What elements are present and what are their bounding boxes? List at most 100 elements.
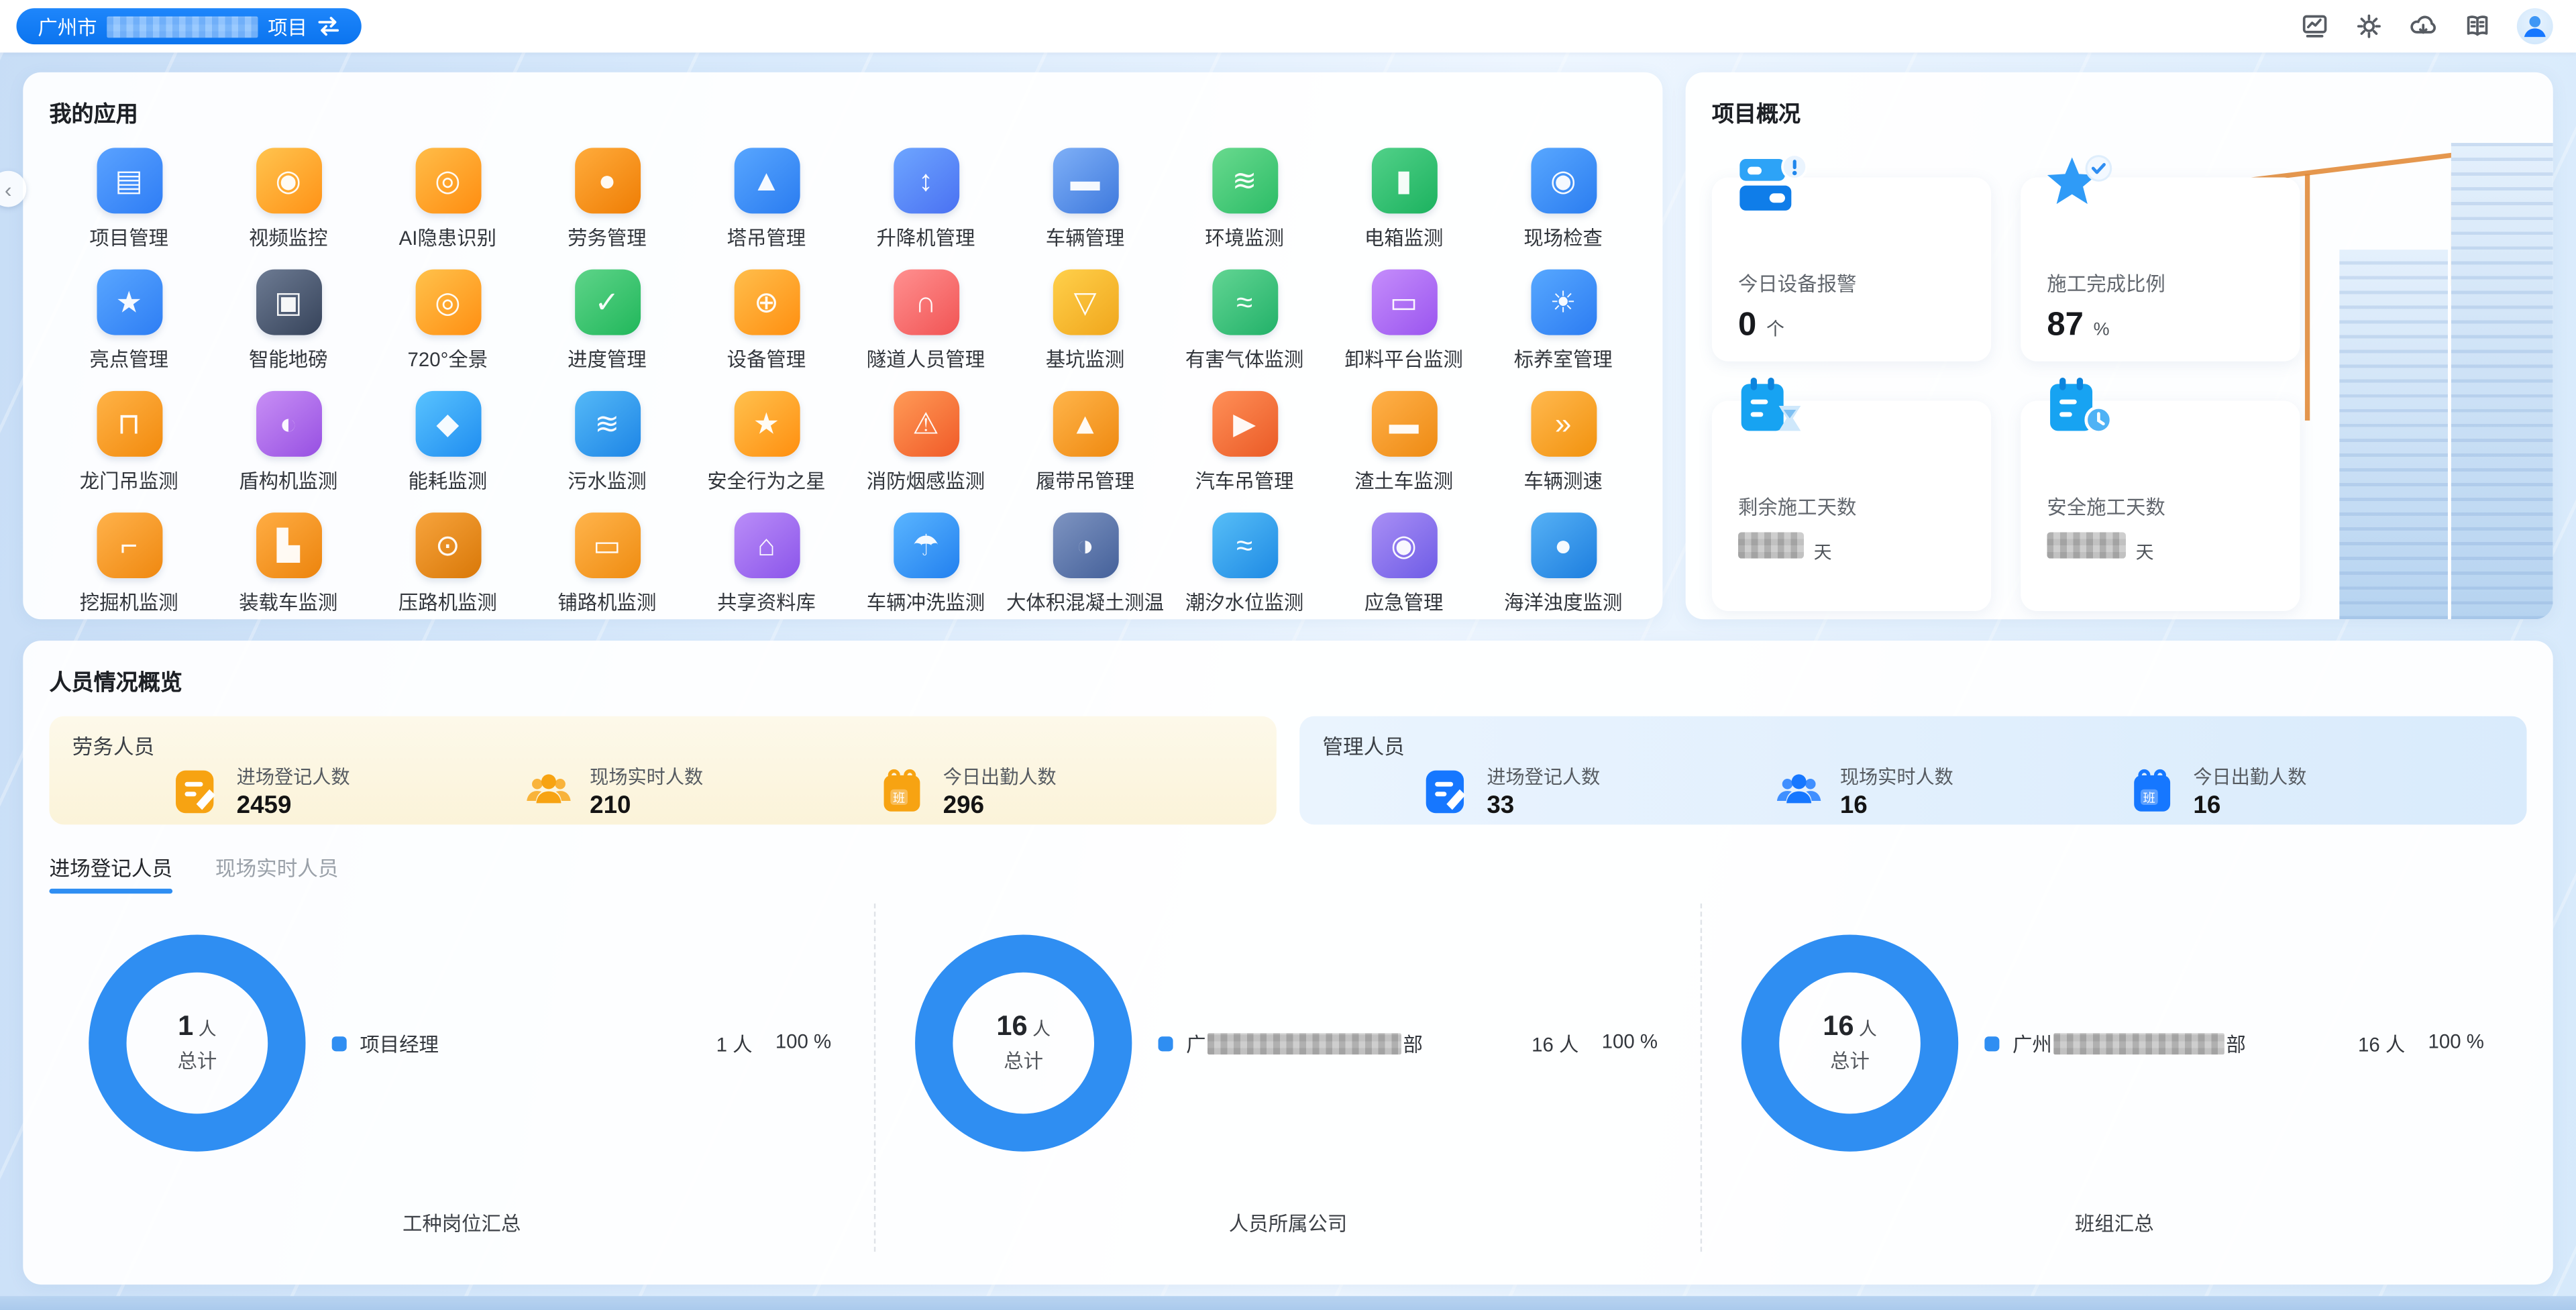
app-icon: ▙ <box>255 512 321 579</box>
app-icon: ▲ <box>1052 390 1118 457</box>
overview-stat-icon <box>2044 151 2116 217</box>
app-shortcut[interactable]: ☀ 标养室管理 <box>1483 269 1643 378</box>
app-shortcut[interactable]: ◑ 大体积混凝土测温 <box>1006 512 1165 619</box>
app-icon-glyph: ◉ <box>275 164 302 197</box>
svg-text:班: 班 <box>893 790 905 804</box>
overview-stat-card: 施工完成比例 87 % <box>2021 155 2300 362</box>
app-icon: ⌐ <box>96 512 162 579</box>
app-icon: ↕ <box>893 148 959 214</box>
user-avatar[interactable] <box>2516 8 2553 45</box>
app-shortcut[interactable]: ⌂ 共享资料库 <box>687 512 847 619</box>
app-shortcut[interactable]: ▲ 塔吊管理 <box>687 148 847 256</box>
app-shortcut[interactable]: ★ 亮点管理 <box>49 269 209 378</box>
chart-caption: 班组汇总 <box>2075 1212 2154 1236</box>
settings-gear-icon[interactable] <box>2354 11 2383 41</box>
app-shortcut[interactable]: ◉ 应急管理 <box>1324 512 1484 619</box>
app-icon-glyph: ↕ <box>918 164 934 197</box>
app-shortcut[interactable]: ≈ 潮汐水位监测 <box>1165 512 1324 619</box>
app-shortcut[interactable]: ∩ 隧道人员管理 <box>846 269 1006 378</box>
app-shortcut[interactable]: ⌐ 挖掘机监测 <box>49 512 209 619</box>
app-icon: ◎ <box>415 148 481 214</box>
app-icon: ◆ <box>415 390 481 457</box>
personnel-tab[interactable]: 进场登记人员 <box>49 851 173 894</box>
app-shortcut[interactable]: ▬ 渣土车监测 <box>1324 390 1484 500</box>
personnel-title: 人员情况概览 <box>49 670 182 695</box>
cloud-download-icon[interactable] <box>2408 11 2438 41</box>
project-switcher-pill[interactable]: 广州市 项目 <box>16 8 362 45</box>
app-shortcut[interactable]: ◐ 盾构机监测 <box>209 390 368 500</box>
app-shortcut[interactable]: ↕ 升降机管理 <box>846 148 1006 256</box>
app-shortcut[interactable]: ≋ 污水监测 <box>527 390 687 500</box>
app-shortcut[interactable]: ▭ 卸料平台监测 <box>1324 269 1484 378</box>
app-label: 有害气体监测 <box>1185 348 1304 372</box>
donut-total-unit: 人 <box>1032 1020 1051 1040</box>
legend-bullet <box>1984 1036 2000 1051</box>
donut-legend-row: 广州部 16 人 100 % <box>1984 1029 2526 1057</box>
app-shortcut[interactable]: ▽ 基坑监测 <box>1006 269 1165 378</box>
app-shortcut[interactable]: ▣ 智能地磅 <box>209 269 368 378</box>
app-icon-glyph: ▮ <box>1395 164 1412 197</box>
app-icon-glyph: ⌂ <box>757 529 775 562</box>
app-icon: ▭ <box>574 512 640 579</box>
personnel-stat: 现场实时人数 210 <box>524 764 703 818</box>
overview-stat-value <box>1738 532 1804 559</box>
app-shortcut[interactable]: ▭ 铺路机监测 <box>527 512 687 619</box>
donut-chart-block: 16 人 总计 广部 16 人 100 % 人员所属公司 <box>875 903 1703 1252</box>
app-shortcut[interactable]: ● 劳务管理 <box>527 148 687 256</box>
app-shortcut[interactable]: ⊕ 设备管理 <box>687 269 847 378</box>
personnel-tab[interactable]: 现场实时人员 <box>215 857 339 881</box>
donut-legend-row: 广部 16 人 100 % <box>1158 1029 1701 1057</box>
overview-stat-label: 施工完成比例 <box>2047 272 2165 296</box>
personnel-stat-icon <box>171 766 220 815</box>
personnel-group-stats: 进场登记人数 2459 现场实时人数 210 班 今日出勤人数 296 <box>72 761 1254 818</box>
app-label: 设备管理 <box>727 348 806 372</box>
donut-total-label: 总计 <box>1830 1049 1870 1073</box>
app-shortcut[interactable]: ◎ 720°全景 <box>368 269 528 378</box>
app-shortcut[interactable]: ▤ 项目管理 <box>49 148 209 256</box>
app-shortcut[interactable]: ▶ 汽车吊管理 <box>1165 390 1324 500</box>
legend-count: 16 人 <box>1532 1032 1579 1056</box>
app-shortcut[interactable]: ≋ 环境监测 <box>1165 148 1324 256</box>
personnel-stat-value: 210 <box>590 792 631 820</box>
app-shortcut[interactable]: ▮ 电箱监测 <box>1324 148 1484 256</box>
monitor-chart-icon[interactable] <box>2300 11 2330 41</box>
manual-book-icon[interactable] <box>2463 11 2492 41</box>
app-shortcut[interactable]: ✓ 进度管理 <box>527 269 687 378</box>
app-icon-glyph: ▽ <box>1073 286 1097 319</box>
donut-total-value: 1 <box>178 1010 194 1042</box>
app-shortcut[interactable]: ◉ 现场检查 <box>1483 148 1643 256</box>
legend-name: 广部 <box>1186 1032 1423 1056</box>
app-label: 压路机监测 <box>398 591 497 614</box>
app-label: 污水监测 <box>568 470 647 493</box>
app-shortcut[interactable]: » 车辆测速 <box>1483 390 1643 500</box>
app-shortcut[interactable]: ◆ 能耗监测 <box>368 390 528 500</box>
app-label: 环境监测 <box>1205 226 1284 250</box>
app-shortcut[interactable]: ◉ 视频监控 <box>209 148 368 256</box>
app-icon: ★ <box>733 390 800 457</box>
app-shortcut[interactable]: ▙ 装载车监测 <box>209 512 368 619</box>
bottom-strip <box>0 1296 2576 1310</box>
app-label: 升降机管理 <box>876 226 975 250</box>
app-shortcut[interactable]: ★ 安全行为之星 <box>687 390 847 500</box>
app-shortcut[interactable]: ⊙ 压路机监测 <box>368 512 528 619</box>
app-shortcut[interactable]: ▬ 车辆管理 <box>1006 148 1165 256</box>
personnel-stat: 进场登记人数 33 <box>1421 764 1600 818</box>
app-icon: ⊕ <box>733 269 800 335</box>
app-label: 现场检查 <box>1523 226 1603 250</box>
personnel-stat-label: 现场实时人数 <box>590 769 704 789</box>
app-shortcut[interactable]: ⚠ 消防烟感监测 <box>846 390 1006 500</box>
app-shortcut[interactable]: ☂ 车辆冲洗监测 <box>846 512 1006 619</box>
app-shortcut[interactable]: ⊓ 龙门吊监测 <box>49 390 209 500</box>
app-label: 项目管理 <box>89 226 169 250</box>
app-shortcut[interactable]: ◎ AI隐患识别 <box>368 148 528 256</box>
app-shortcut[interactable]: ▲ 履带吊管理 <box>1006 390 1165 500</box>
app-icon: ◉ <box>1371 512 1437 579</box>
app-label: 履带吊管理 <box>1036 470 1135 493</box>
app-shortcut[interactable]: ● 海洋浊度监测 <box>1483 512 1643 619</box>
app-icon-glyph: ⚠ <box>912 407 939 441</box>
donut-total-label: 总计 <box>177 1049 217 1073</box>
app-label: 隧道人员管理 <box>866 348 985 372</box>
app-shortcut[interactable]: ≈ 有害气体监测 <box>1165 269 1324 378</box>
switch-project-icon <box>317 16 340 36</box>
personnel-stat-icon <box>1421 766 1470 815</box>
